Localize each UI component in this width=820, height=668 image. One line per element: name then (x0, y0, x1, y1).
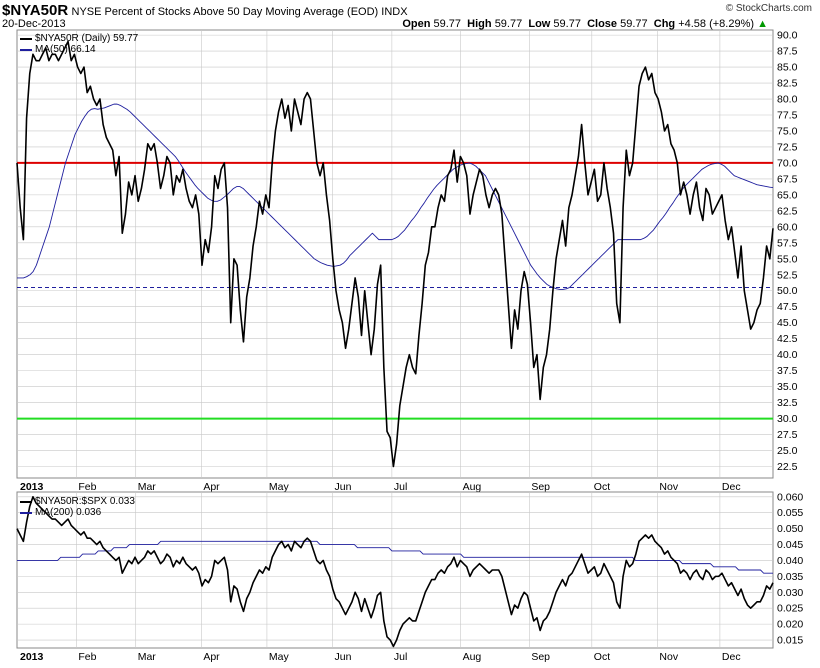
price-y-tick-label: 37.5 (777, 365, 798, 377)
price-y-tick-label: 50.0 (777, 285, 798, 297)
ratio-x-tick-label: May (269, 651, 290, 663)
price-y-tick-label: 65.0 (777, 189, 798, 201)
legend-ratio-swatch (20, 500, 32, 503)
price-y-tick-label: 40.0 (777, 349, 798, 361)
price-y-tick-label: 55.0 (777, 253, 798, 265)
ratio-y-tick-label: 0.030 (777, 587, 803, 599)
ratio-y-tick-label: 0.045 (777, 539, 803, 551)
ratio-y-tick-label: 0.020 (777, 619, 803, 631)
price-y-tick-label: 42.5 (777, 333, 798, 345)
ratio-series-main-line (16, 495, 774, 648)
ratio-x-tick-label: Feb (78, 651, 96, 663)
ratio-x-tick-label: Jun (335, 651, 352, 663)
legend-price-swatch (20, 37, 32, 40)
price-plot-area (16, 29, 774, 479)
price-x-tick-label: Apr (203, 481, 220, 493)
chart-header: $NYA50R NYSE Percent of Stocks Above 50 … (2, 2, 408, 19)
legend-ma50-label: MA(50) 66.14 (35, 44, 96, 55)
price-x-tick-label: May (269, 481, 290, 493)
price-x-tick-label: Oct (594, 481, 610, 493)
legend-ma200-label: MA(200) 0.036 (35, 507, 102, 518)
price-series-main-line (16, 40, 774, 468)
price-x-tick-label: Dec (722, 481, 741, 493)
price-y-tick-label: 35.0 (777, 381, 798, 393)
close-value: 59.77 (620, 18, 648, 30)
open-value: 59.77 (433, 18, 462, 30)
price-series-ma-line (17, 103, 774, 290)
high-value: 59.77 (494, 18, 523, 30)
price-y-tick-label: 27.5 (777, 429, 798, 441)
low-value: 59.77 (553, 18, 581, 30)
high-label: High (467, 18, 492, 30)
chg-value: +4.58 (+8.29%) (678, 18, 755, 30)
ratio-plot-area (16, 491, 774, 649)
ratio-x-tick-label: Apr (203, 651, 220, 663)
legend-price-label: $NYA50R (Daily) 59.77 (35, 33, 139, 44)
price-y-tick-label: 90.0 (777, 30, 798, 42)
ratio-x-tick-label: Dec (722, 651, 741, 663)
legend-ma50-swatch (20, 48, 32, 51)
ratio-x-tick-label: Nov (659, 651, 678, 663)
ratio-y-tick-label: 0.055 (777, 507, 803, 519)
price-x-tick-label: Jun (335, 481, 352, 493)
ratio-x-tick-label: Mar (138, 651, 157, 663)
price-x-tick-label: Feb (78, 481, 96, 493)
ratio-x-tick-label: Jul (394, 651, 407, 663)
price-y-tick-label: 30.0 (777, 413, 798, 425)
price-y-tick-label: 62.5 (777, 205, 798, 217)
ratio-y-tick-label: 0.040 (777, 555, 803, 567)
price-y-tick-label: 75.0 (777, 125, 798, 137)
price-y-tick-label: 52.5 (777, 269, 798, 281)
ratio-y-tick-label: 0.015 (777, 635, 803, 647)
price-x-tick-label: Jul (394, 481, 407, 493)
legend-ratio-label: $NYA50R:$SPX 0.033 (35, 496, 135, 507)
price-y-tick-label: 25.0 (777, 445, 798, 457)
price-y-tick-label: 22.5 (777, 461, 798, 473)
price-y-tick-label: 85.0 (777, 62, 798, 74)
price-y-tick-label: 45.0 (777, 317, 798, 329)
ratio-y-tick-label: 0.035 (777, 571, 803, 583)
open-label: Open (402, 18, 431, 30)
legend-ma200-swatch (20, 511, 32, 514)
ratio-series-ma-line (17, 540, 773, 574)
price-y-tick-label: 72.5 (777, 141, 798, 153)
symbol-title: $NYA50R (2, 2, 69, 19)
legend-ratio: $NYA50R:$SPX 0.033 (20, 496, 135, 507)
ratio-y-tick-label: 0.060 (777, 491, 803, 503)
price-y-tick-label: 67.5 (777, 173, 798, 185)
price-x-tick-label: 2013 (20, 481, 44, 493)
price-y-tick-label: 87.5 (777, 46, 798, 58)
chg-label: Chg (653, 18, 676, 30)
ohlc-readout: Open 59.77 High 59.77 Low 59.77 Close 59… (402, 18, 768, 30)
price-y-tick-label: 47.5 (777, 301, 798, 313)
price-y-tick-label: 57.5 (777, 237, 798, 249)
price-y-tick-label: 32.5 (777, 397, 798, 409)
ratio-x-tick-label: 2013 (20, 651, 44, 663)
chart-date: 20-Dec-2013 (2, 18, 66, 30)
ratio-y-tick-label: 0.050 (777, 523, 803, 535)
price-y-tick-label: 80.0 (777, 94, 798, 106)
price-x-tick-label: Sep (531, 481, 550, 493)
close-label: Close (587, 18, 618, 30)
symbol-description: NYSE Percent of Stocks Above 50 Day Movi… (71, 6, 408, 18)
chg-up-arrow-icon: ▲ (757, 18, 768, 30)
legend-ma200: MA(200) 0.036 (20, 507, 101, 518)
price-x-tick-label: Aug (463, 481, 482, 493)
price-y-tick-label: 70.0 (777, 157, 798, 169)
ratio-x-tick-label: Oct (594, 651, 610, 663)
legend-ma50: MA(50) 66.14 (20, 44, 96, 55)
price-x-tick-label: Nov (659, 481, 678, 493)
price-y-tick-label: 82.5 (777, 78, 798, 90)
price-y-tick-label: 60.0 (777, 221, 798, 233)
price-x-tick-label: Mar (138, 481, 157, 493)
ratio-x-tick-label: Aug (463, 651, 482, 663)
price-y-tick-label: 77.5 (777, 109, 798, 121)
ratio-y-tick-label: 0.025 (777, 603, 803, 615)
legend-price: $NYA50R (Daily) 59.77 (20, 33, 138, 44)
ratio-x-tick-label: Sep (531, 651, 550, 663)
low-label: Low (528, 18, 551, 30)
copyright-text: © StockCharts.com (725, 3, 812, 14)
